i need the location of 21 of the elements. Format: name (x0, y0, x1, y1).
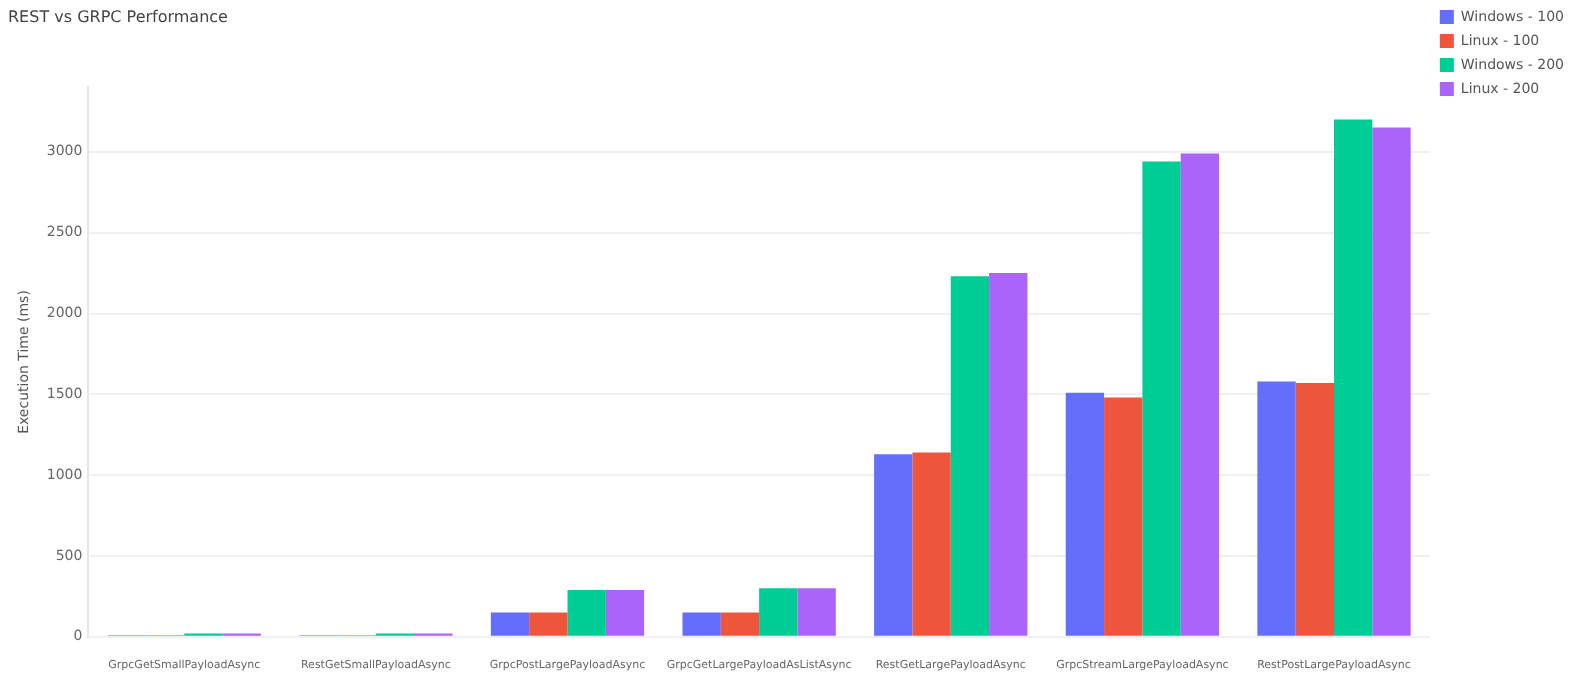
bar (720, 612, 760, 636)
bar (912, 452, 951, 636)
bar (490, 612, 530, 636)
bar (567, 589, 606, 636)
bar (1142, 161, 1181, 636)
chart-title: REST vs GRPC Performance (8, 7, 229, 26)
bar (874, 454, 913, 636)
bar (1372, 127, 1411, 636)
bar (1104, 397, 1143, 636)
bar (682, 612, 721, 636)
bar (759, 588, 798, 636)
bar (1334, 119, 1373, 636)
bar (989, 273, 1028, 636)
bar (1065, 392, 1105, 636)
bar (529, 612, 568, 636)
bar (797, 588, 836, 636)
bar (1180, 153, 1220, 636)
bar (1257, 381, 1296, 636)
bar (950, 276, 990, 636)
bar (1295, 383, 1335, 636)
bar (605, 589, 645, 636)
